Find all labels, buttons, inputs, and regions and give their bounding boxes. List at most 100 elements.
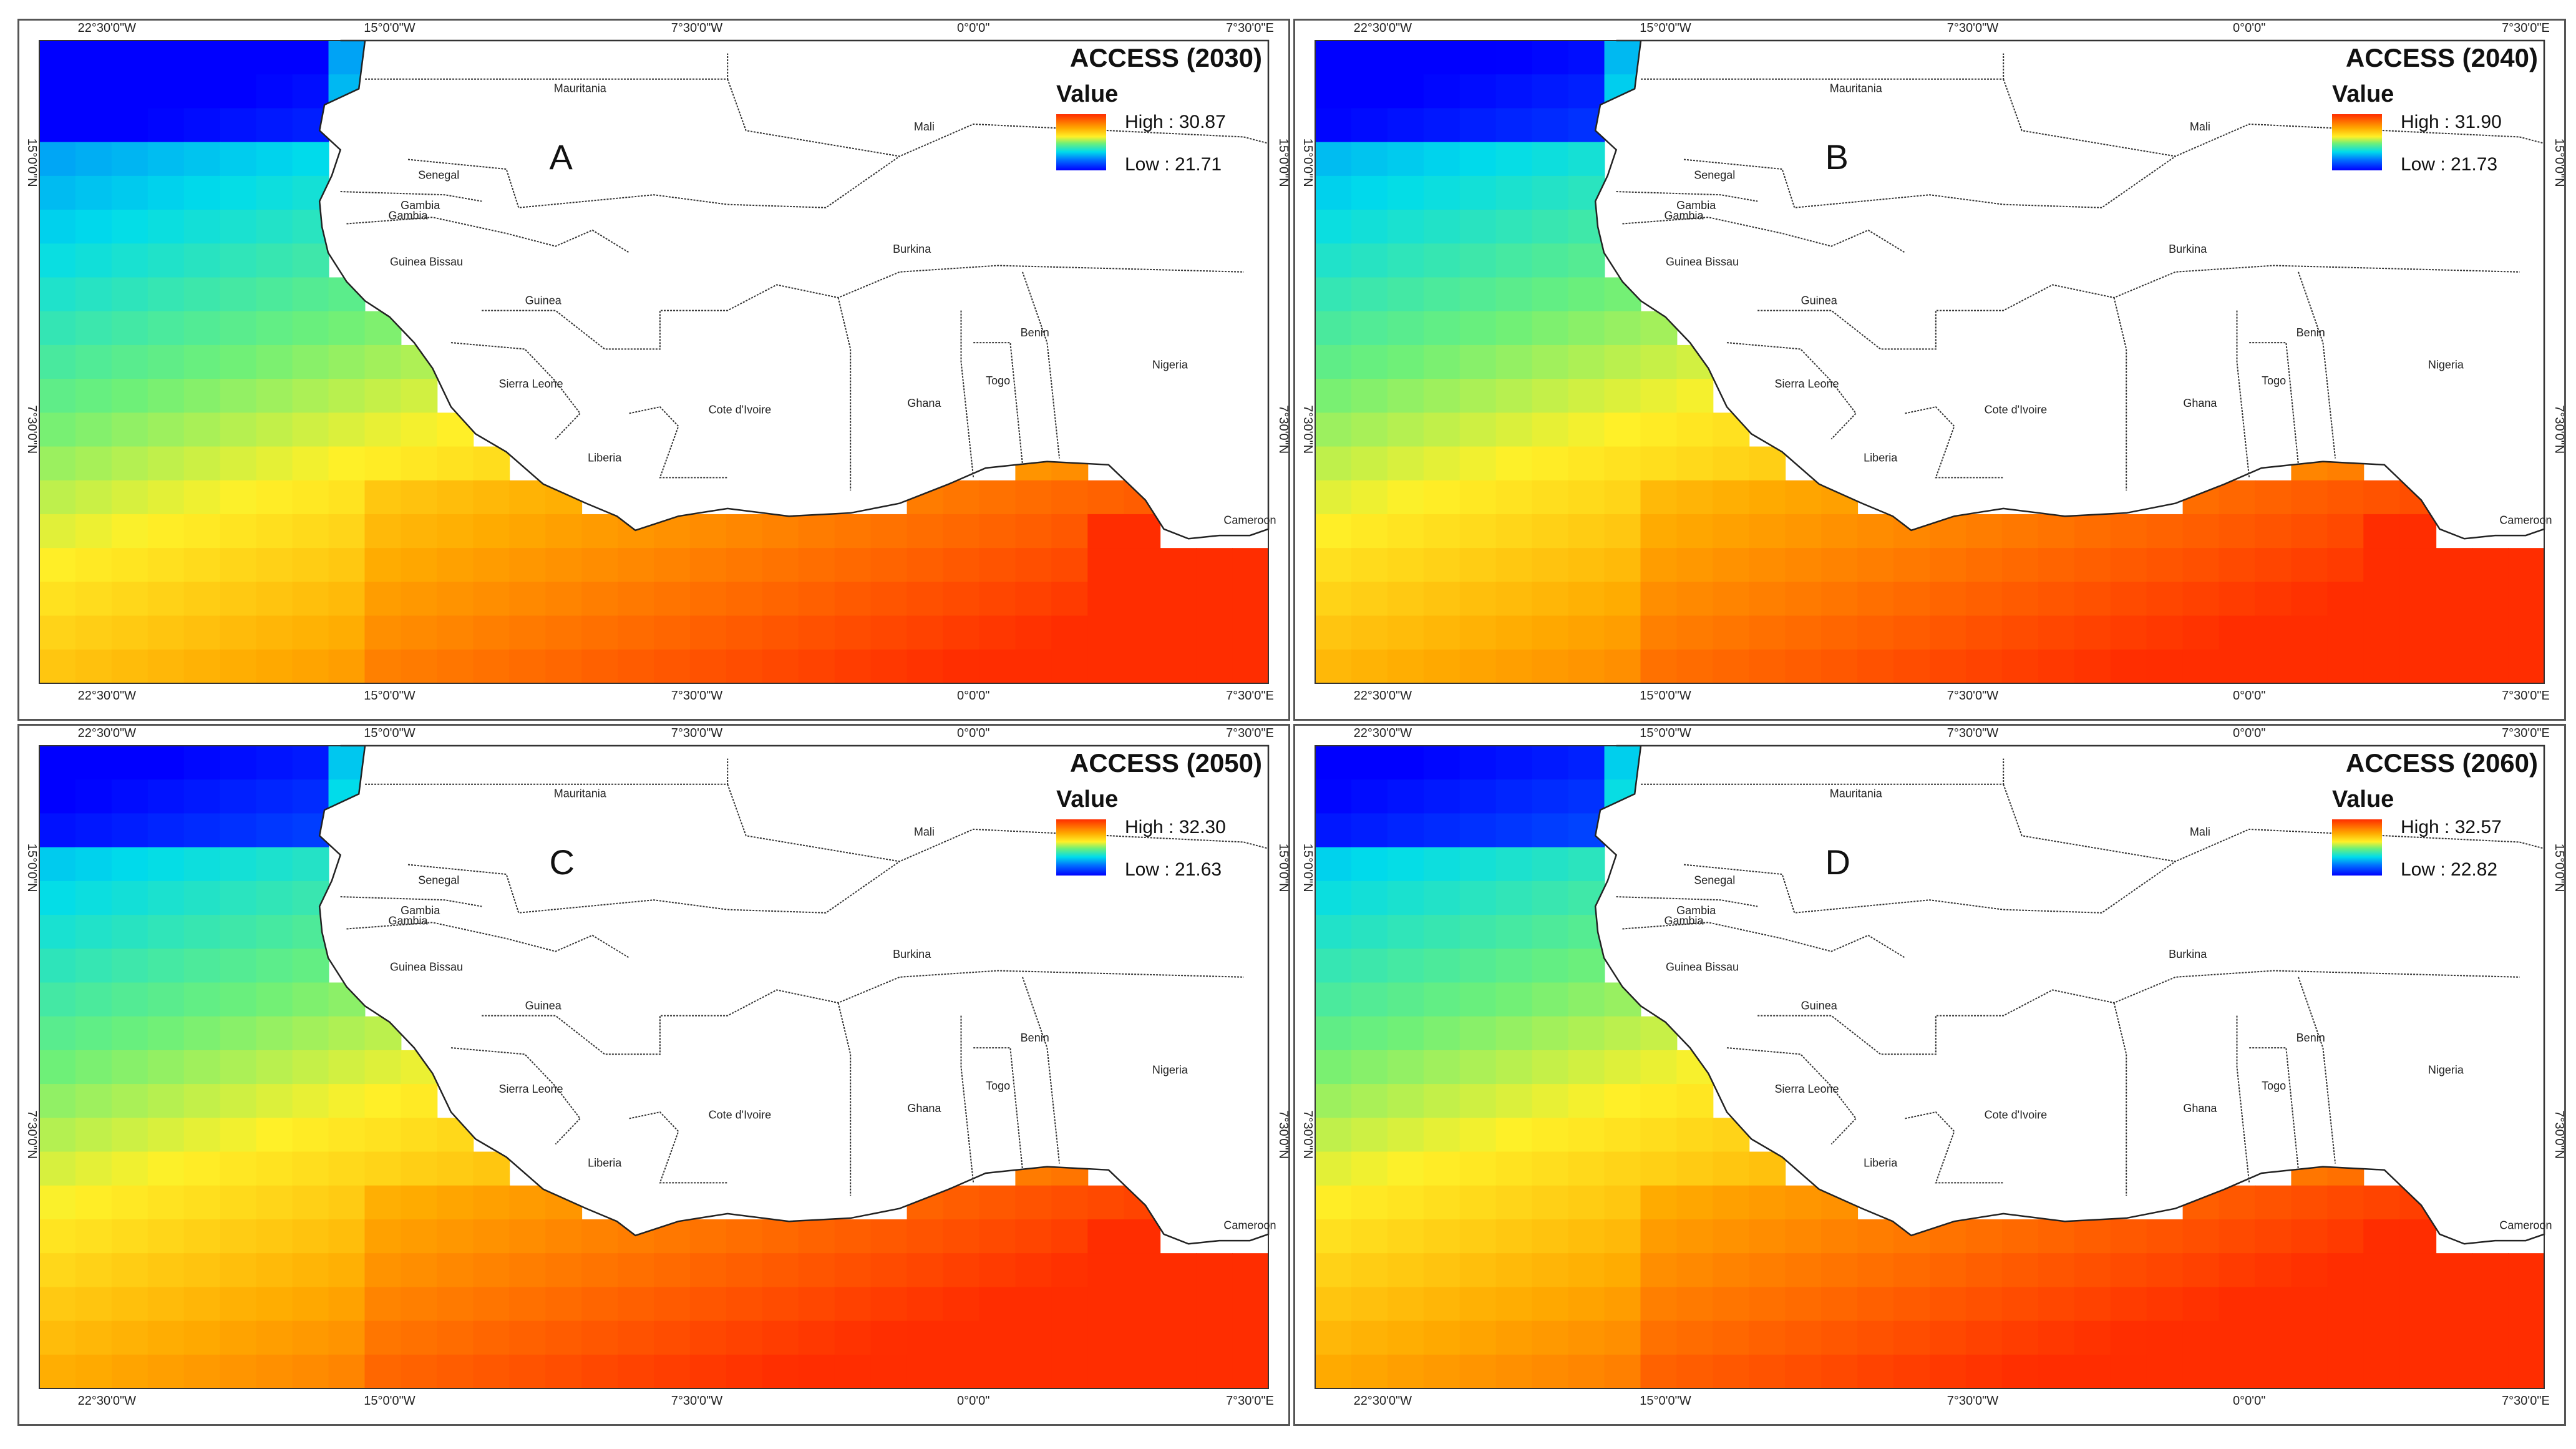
sst-cell	[1351, 548, 1388, 583]
sst-cell	[437, 1151, 474, 1186]
sst-cell	[1604, 41, 1641, 76]
sst-cell	[2399, 615, 2437, 650]
right-tick-label: 15°0'0"N	[1276, 139, 1288, 187]
sst-cell	[364, 446, 402, 481]
sst-cell	[2219, 1354, 2256, 1389]
sst-cell	[39, 344, 76, 380]
sst-cell	[2182, 1219, 2220, 1254]
sst-cell	[870, 1219, 908, 1254]
sst-cell	[2291, 649, 2328, 684]
sst-cell	[2436, 1253, 2473, 1288]
sst-cell	[1315, 243, 1352, 278]
sst-cell	[1387, 1253, 1424, 1288]
country-label: Senegal	[1694, 874, 1735, 886]
sst-cell	[220, 379, 257, 414]
sst-cell	[1351, 1287, 1388, 1322]
sst-cell	[1315, 949, 1352, 983]
sst-cell	[111, 1084, 148, 1119]
sst-cell	[2508, 1287, 2545, 1322]
sst-cell	[1568, 514, 1605, 549]
sst-cell	[1459, 210, 1497, 245]
sst-cell	[292, 1253, 329, 1288]
sst-cell	[111, 779, 148, 814]
sst-cell	[183, 1084, 221, 1119]
sst-cell	[979, 1320, 1016, 1355]
country-label: Mali	[2190, 120, 2210, 133]
sst-cell	[834, 514, 872, 549]
sst-cell	[111, 982, 148, 1017]
sst-cell	[111, 582, 148, 617]
sst-cell	[111, 311, 148, 346]
sst-cell	[1532, 41, 1569, 76]
sst-cell	[1351, 243, 1388, 278]
sst-cell	[437, 446, 474, 481]
country-label: Guinea Bissau	[1666, 256, 1739, 268]
sst-cell	[1387, 175, 1424, 211]
sst-cell	[1423, 1185, 1461, 1220]
country-border	[340, 191, 482, 202]
sst-cell	[1568, 615, 1605, 650]
sst-cell	[220, 412, 257, 447]
country-label: Guinea	[525, 294, 562, 306]
sst-cell	[906, 1354, 944, 1389]
sst-cell	[220, 175, 257, 211]
sst-cell	[1387, 1151, 1424, 1186]
sst-cell	[1124, 548, 1161, 583]
sst-cell	[401, 649, 438, 684]
sst-cell	[1532, 108, 1569, 143]
sst-cell	[183, 412, 221, 447]
sst-cell	[473, 1287, 510, 1322]
sst-cell	[1495, 243, 1533, 278]
sst-cell	[2327, 582, 2365, 617]
sst-cell	[39, 379, 76, 414]
sst-cell	[75, 582, 112, 617]
sst-cell	[183, 915, 221, 950]
sst-cell	[1351, 480, 1388, 515]
sst-cell	[581, 1320, 619, 1355]
country-label: Gambia	[1664, 914, 1704, 927]
sst-cell	[1676, 1253, 1714, 1288]
sst-cell	[292, 1151, 329, 1186]
sst-cell	[1351, 1151, 1388, 1186]
sst-cell	[2436, 1320, 2473, 1355]
sst-cell	[256, 311, 293, 346]
sst-cell	[2001, 1253, 2039, 1288]
sst-cell	[2436, 615, 2473, 650]
sst-cell	[870, 649, 908, 684]
sst-cell	[256, 210, 293, 245]
right-tick-label: 7°30'0"N	[2552, 405, 2564, 454]
country-label: Sierra Leone	[498, 378, 563, 390]
sst-cell	[689, 1320, 727, 1355]
sst-cell	[292, 1016, 329, 1051]
sst-cell	[1160, 649, 1197, 684]
sst-cell	[1495, 881, 1533, 916]
sst-cell	[256, 175, 293, 211]
sst-cell	[1930, 1253, 1966, 1288]
sst-cell	[473, 1185, 510, 1220]
legend-low-label: Low : 22.82	[2401, 859, 2497, 880]
sst-cell	[1568, 1219, 1605, 1254]
sst-cell	[39, 1050, 76, 1085]
sst-cell	[1495, 982, 1533, 1017]
sst-cell	[1857, 582, 1895, 617]
sst-cell	[1749, 480, 1786, 515]
sst-cell	[1568, 649, 1605, 684]
country-border	[340, 896, 482, 907]
sst-cell	[2146, 548, 2184, 583]
top-tick-label: 22°30'0"W	[78, 726, 137, 740]
sst-cell	[1640, 582, 1678, 617]
sst-cell	[1749, 1287, 1786, 1322]
sst-cell	[1568, 344, 1605, 380]
sst-cell	[183, 277, 221, 312]
sst-cell	[545, 1219, 583, 1254]
sst-cell	[2291, 480, 2328, 515]
sst-cell	[798, 1287, 835, 1322]
sst-cell	[1387, 277, 1424, 312]
left-tick-label: 15°0'0"N	[1301, 844, 1315, 892]
sst-cell	[1532, 847, 1569, 882]
sst-cell	[1604, 582, 1641, 617]
sst-cell	[2182, 1287, 2220, 1322]
sst-cell	[1315, 446, 1352, 481]
sst-cell	[220, 311, 257, 346]
sst-cell	[39, 1320, 76, 1355]
